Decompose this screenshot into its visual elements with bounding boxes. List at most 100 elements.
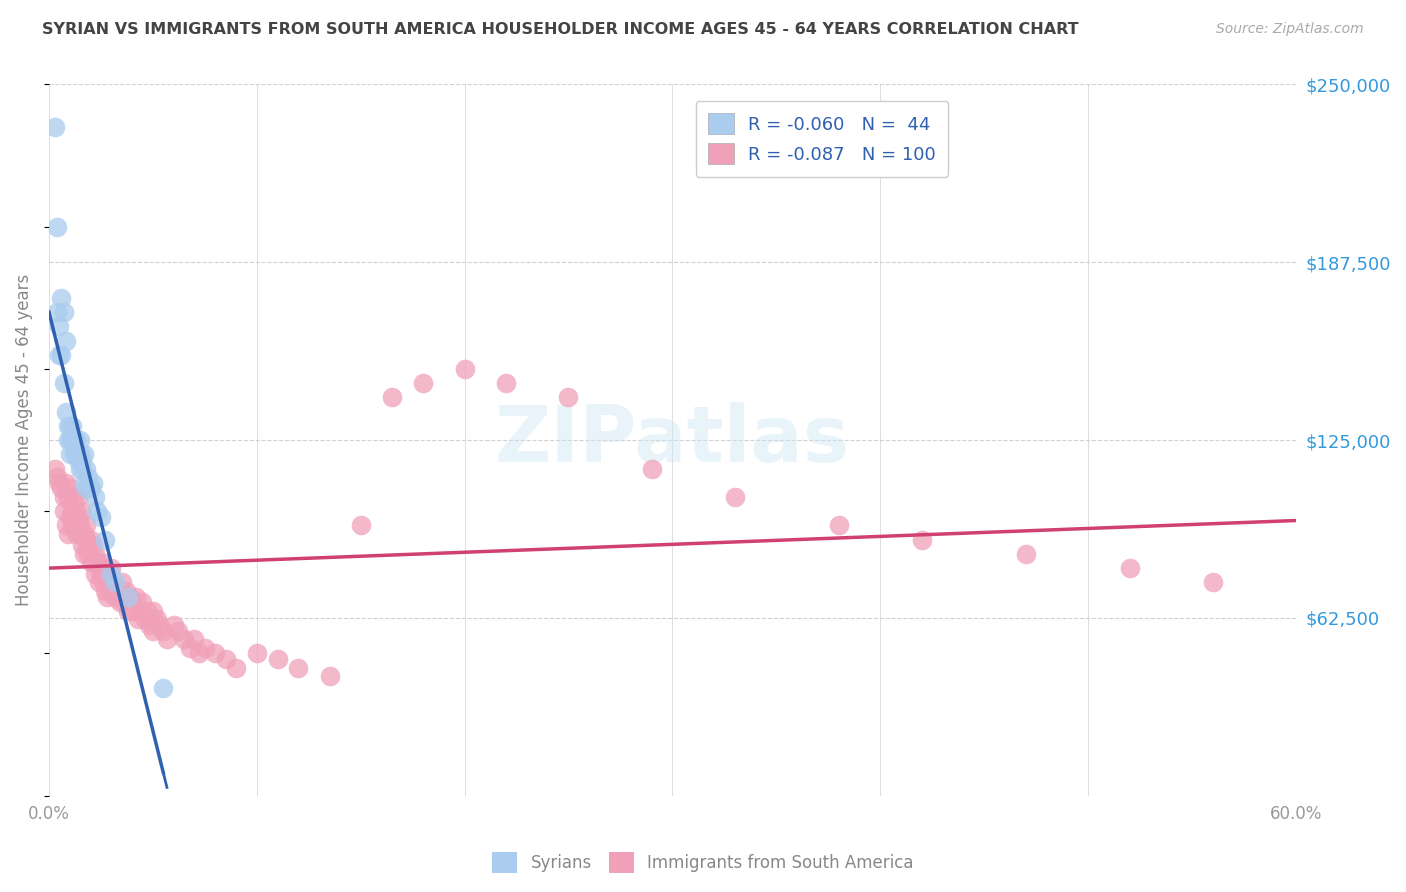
Point [77, 547, 100, 561]
Legend: Syrians, Immigrants from South America: Syrians, Immigrants from South America [486, 846, 920, 880]
Point [91, 575, 114, 590]
Legend: R = -0.060   N =  44, R = -0.087   N = 100: R = -0.060 N = 44, R = -0.087 N = 100 [696, 101, 949, 177]
Point [67, 510, 90, 524]
Point [827, 518, 849, 533]
Point [111, 590, 134, 604]
Point [65, 504, 87, 518]
Point [152, 681, 174, 695]
Point [73, 475, 96, 490]
Point [134, 612, 156, 626]
Point [166, 624, 188, 638]
Point [111, 575, 134, 590]
Point [115, 583, 138, 598]
Point [100, 583, 122, 598]
Point [127, 612, 149, 626]
Y-axis label: Householder Income Ages 45 - 64 years: Householder Income Ages 45 - 64 years [15, 274, 32, 607]
Point [495, 376, 517, 391]
Point [103, 575, 125, 590]
Point [60, 518, 83, 533]
Point [59, 482, 82, 496]
Point [83, 547, 105, 561]
Point [287, 661, 309, 675]
Point [70, 461, 93, 475]
Point [56, 433, 79, 447]
Point [67, 447, 90, 461]
Point [640, 461, 662, 475]
Point [146, 612, 169, 626]
Point [90, 510, 112, 524]
Point [63, 433, 86, 447]
Point [108, 595, 131, 609]
Point [46, 305, 69, 319]
Point [214, 652, 236, 666]
Point [63, 447, 86, 461]
Point [60, 433, 83, 447]
Point [1118, 561, 1140, 575]
Point [246, 647, 269, 661]
Point [1014, 547, 1036, 561]
Point [63, 490, 86, 504]
Point [96, 566, 118, 581]
Point [65, 527, 87, 541]
Point [183, 632, 205, 647]
Point [69, 527, 91, 541]
Point [65, 433, 87, 447]
Point [48, 319, 70, 334]
Point [79, 533, 101, 547]
Point [75, 518, 97, 533]
Point [75, 461, 97, 475]
Point [73, 527, 96, 541]
Point [94, 533, 117, 547]
Point [73, 447, 96, 461]
Point [69, 461, 91, 475]
Point [350, 518, 373, 533]
Point [266, 652, 288, 666]
Text: ZIPatlas: ZIPatlas [495, 402, 849, 478]
Point [129, 604, 152, 618]
Point [557, 391, 579, 405]
Point [77, 470, 100, 484]
Point [82, 538, 104, 552]
Point [55, 334, 77, 348]
Point [142, 604, 165, 618]
Point [83, 490, 105, 504]
Point [86, 504, 108, 518]
Text: Source: ZipAtlas.com: Source: ZipAtlas.com [1216, 22, 1364, 37]
Point [90, 556, 112, 570]
Point [52, 376, 75, 391]
Point [44, 120, 66, 135]
Point [69, 518, 91, 533]
Point [225, 661, 247, 675]
Point [94, 583, 117, 598]
Point [67, 453, 90, 467]
Point [67, 490, 90, 504]
Point [51, 482, 73, 496]
Point [142, 624, 165, 638]
Point [60, 504, 83, 518]
Point [104, 575, 127, 590]
Point [55, 404, 77, 418]
Point [194, 640, 217, 655]
Point [77, 538, 100, 552]
Point [121, 595, 143, 609]
Point [125, 590, 148, 604]
Point [55, 475, 77, 490]
Point [107, 583, 129, 598]
Point [187, 647, 209, 661]
Point [83, 566, 105, 581]
Point [52, 490, 75, 504]
Point [131, 595, 153, 609]
Point [70, 504, 93, 518]
Point [138, 618, 160, 632]
Point [79, 482, 101, 496]
Point [179, 640, 201, 655]
Point [90, 566, 112, 581]
Point [48, 348, 70, 362]
Point [52, 504, 75, 518]
Point [44, 461, 66, 475]
Point [1201, 575, 1223, 590]
Point [156, 632, 179, 647]
Point [79, 556, 101, 570]
Point [51, 291, 73, 305]
Point [118, 590, 141, 604]
